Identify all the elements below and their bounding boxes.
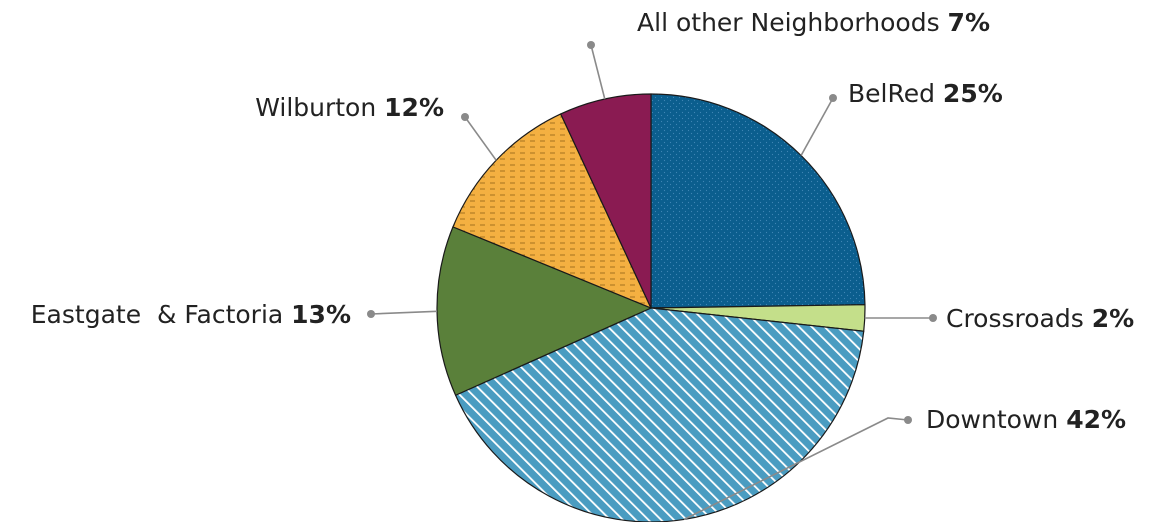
slice-label-percent: 42% <box>1066 405 1126 434</box>
leader-line <box>800 97 834 156</box>
slice-label-name: Eastgate & Factoria <box>31 300 291 329</box>
slice-label-name: Wilburton <box>255 93 384 122</box>
slice-label-name: Downtown <box>926 405 1066 434</box>
pie-slice-eastgate-factoria <box>436 226 652 396</box>
leader-dot <box>367 310 375 318</box>
pie-slices <box>436 93 866 522</box>
slice-label: Crossroads 2% <box>946 304 1134 333</box>
slice-label-percent: 13% <box>291 300 351 329</box>
pie-labels: BelRed 25% Crossroads 2% Downtown 42% Eastg… <box>31 8 1134 521</box>
slice-label-percent: 12% <box>384 93 444 122</box>
slice-label-percent: 2% <box>1092 304 1134 333</box>
slice-label-name: BelRed <box>848 79 943 108</box>
leader-line <box>370 310 438 315</box>
leader-line <box>590 44 606 100</box>
slice-label: Downtown 42% <box>926 405 1126 434</box>
leader-dot <box>904 416 912 424</box>
slice-label: BelRed 25% <box>848 79 1003 108</box>
slice-label-name: Crossroads <box>946 304 1092 333</box>
slice-label-percent: 7% <box>948 8 990 37</box>
leader-dot <box>929 314 937 322</box>
leader-line <box>683 417 909 521</box>
leader-line <box>464 116 497 161</box>
slice-label: Eastgate & Factoria 13% <box>31 300 351 329</box>
leader-dot <box>829 94 837 102</box>
slice-label-percent: 25% <box>943 79 1003 108</box>
leader-dot <box>461 113 469 121</box>
slice-label: All other Neighborhoods 7% <box>637 8 990 37</box>
pie-slice-belred <box>650 93 866 309</box>
slice-label: Wilburton 12% <box>255 93 444 122</box>
leader-dot <box>587 41 595 49</box>
slice-label-name: All other Neighborhoods <box>637 8 948 37</box>
